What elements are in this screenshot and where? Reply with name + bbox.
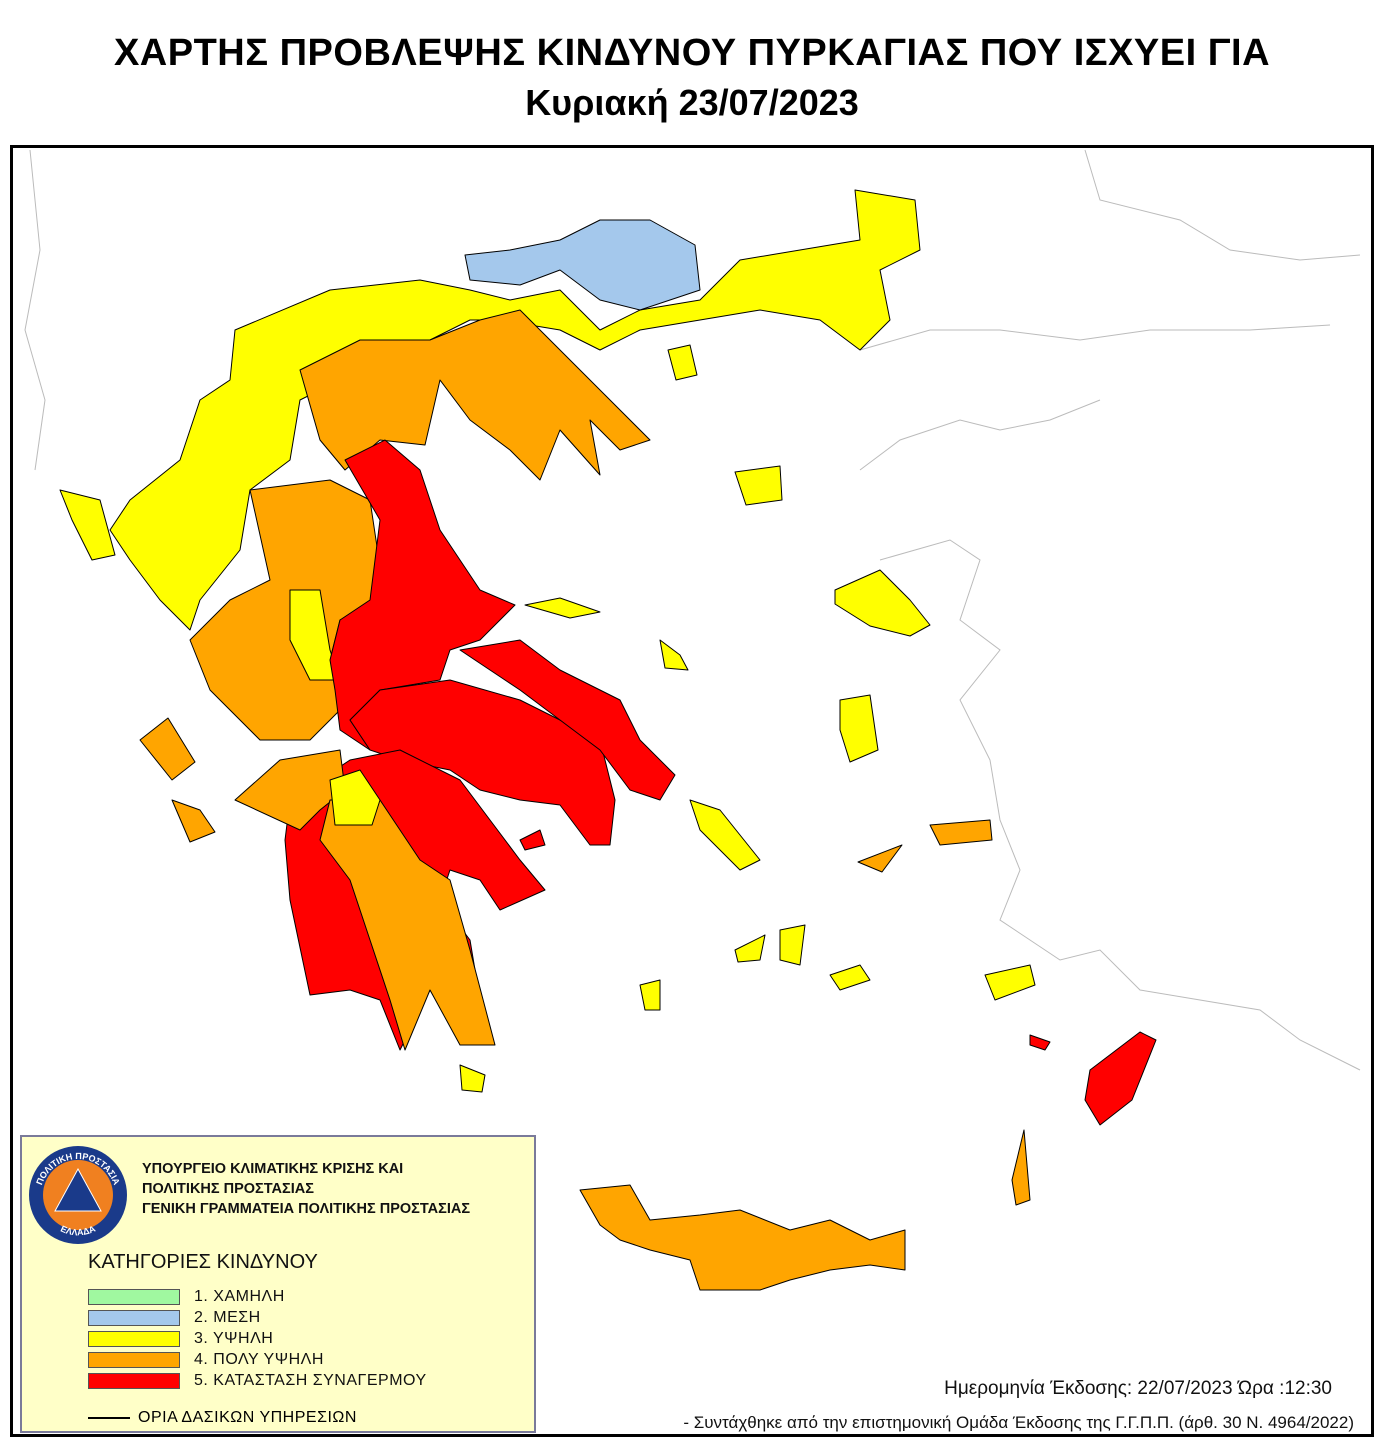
forest-service-region	[734, 465, 783, 506]
legend-panel: ΠΟΛΙΤΙΚΗ ΠΡΟΣΤΑΣΙΑ ΕΛΛΑΔΑ ΥΠΟΥΡΓΕΙΟ ΚΛΙΜ…	[20, 1135, 536, 1433]
legend-label: 2. ΜΕΣΗ	[194, 1309, 261, 1326]
legend-swatch	[88, 1289, 180, 1305]
forest-service-region	[59, 489, 116, 561]
forest-service-region	[464, 219, 701, 311]
neighbor-border	[24, 149, 46, 471]
forest-service-region	[829, 964, 871, 991]
neighbor-border	[879, 539, 1361, 1071]
legend-item-medium: 2. ΜΕΣΗ	[88, 1309, 261, 1327]
ministry-line-2: ΠΟΛΙΤΙΚΗΣ ΠΡΟΣΤΑΣΙΑΣ	[142, 1181, 314, 1197]
credit-note: - Συντάχθηκε από την επιστημονική Ομάδα …	[683, 1413, 1354, 1432]
legend-label: 1. ΧΑΜΗΛΗ	[194, 1288, 285, 1305]
forest-service-region	[319, 799, 496, 1051]
forest-service-region	[779, 924, 806, 966]
forest-service-region	[524, 597, 601, 619]
forest-service-region	[519, 829, 546, 851]
forest-service-region	[689, 799, 761, 871]
civil-protection-logo: ΠΟΛΙΤΙΚΗ ΠΡΟΣΤΑΣΙΑ ΕΛΛΑΔΑ	[29, 1146, 127, 1244]
issue-date: Ημερομηνία Έκδοσης: 22/07/2023 Ώρα :12:3…	[944, 1378, 1332, 1399]
forest-service-region	[459, 1064, 486, 1093]
legend-item-forest-boundaries: ΟΡΙΑ ΔΑΣΙΚΩΝ ΥΠΗΡΕΣΙΩΝ	[88, 1409, 357, 1427]
forecast-date: Κυριακή 23/07/2023	[525, 82, 859, 123]
forest-service-region	[839, 694, 879, 763]
forest-service-region	[1084, 1031, 1157, 1126]
forest-service-region	[857, 844, 903, 873]
legend-item-low: 1. ΧΑΜΗΛΗ	[88, 1288, 285, 1306]
forest-service-region	[459, 639, 676, 801]
forest-service-region	[579, 1184, 906, 1291]
forest-service-region	[139, 717, 196, 781]
forest-service-region	[639, 979, 661, 1011]
forest-service-region	[659, 639, 689, 671]
svg-text:ΕΛΛΑΔΑ: ΕΛΛΑΔΑ	[59, 1223, 97, 1237]
forest-service-region	[1029, 1034, 1051, 1051]
legend-swatch	[88, 1352, 180, 1368]
neighbor-border	[859, 399, 1101, 471]
legend-swatch	[88, 1310, 180, 1326]
boundary-line-icon	[88, 1417, 130, 1419]
forest-service-region	[834, 569, 931, 637]
map-frame	[10, 145, 1374, 1437]
legend-title: ΚΑΤΗΓΟΡΙΕΣ ΚΙΝΔΥΝΟΥ	[88, 1251, 318, 1273]
neighbor-border	[1084, 149, 1361, 261]
legend-swatch	[88, 1373, 180, 1389]
legend-label: ΟΡΙΑ ΔΑΣΙΚΩΝ ΥΠΗΡΕΣΙΩΝ	[138, 1409, 357, 1426]
forest-service-region	[329, 769, 381, 826]
neighbor-border	[859, 324, 1331, 351]
map-title: ΧΑΡΤΗΣ ΠΡΟΒΛΕΨΗΣ ΚΙΝΔΥΝΟΥ ΠΥΡΚΑΓΙΑΣ ΠΟΥ …	[113, 32, 1271, 74]
ministry-line-3: ΓΕΝΙΚΗ ΓΡΑΜΜΑΤΕΙΑ ΠΟΛΙΤΙΚΗΣ ΠΡΟΣΤΑΣΙΑΣ	[142, 1201, 471, 1217]
forest-service-region	[667, 344, 698, 381]
legend-item-very-high: 4. ΠΟΛΥ ΥΨΗΛΗ	[88, 1351, 324, 1369]
legend-label: 4. ΠΟΛΥ ΥΨΗΛΗ	[194, 1351, 324, 1368]
legend-swatch	[88, 1331, 180, 1347]
ministry-line-1: ΥΠΟΥΡΓΕΙΟ ΚΛΙΜΑΤΙΚΗΣ ΚΡΙΣΗΣ ΚΑΙ	[142, 1161, 404, 1177]
legend-label: 3. ΥΨΗΛΗ	[194, 1330, 274, 1347]
forest-service-region	[171, 799, 216, 843]
forest-service-region	[1011, 1129, 1031, 1206]
forest-service-region	[734, 934, 766, 963]
legend-item-high: 3. ΥΨΗΛΗ	[88, 1330, 273, 1348]
legend-label: 5. ΚΑΤΑΣΤΑΣΗ ΣΥΝΑΓΕΡΜΟΥ	[194, 1372, 427, 1389]
legend-item-alarm: 5. ΚΑΤΑΣΤΑΣΗ ΣΥΝΑΓΕΡΜΟΥ	[88, 1372, 427, 1390]
neighbor-borders	[24, 149, 1361, 1071]
forest-service-region	[929, 819, 993, 846]
forest-service-region	[984, 964, 1036, 1001]
forest-service-region	[299, 309, 651, 481]
